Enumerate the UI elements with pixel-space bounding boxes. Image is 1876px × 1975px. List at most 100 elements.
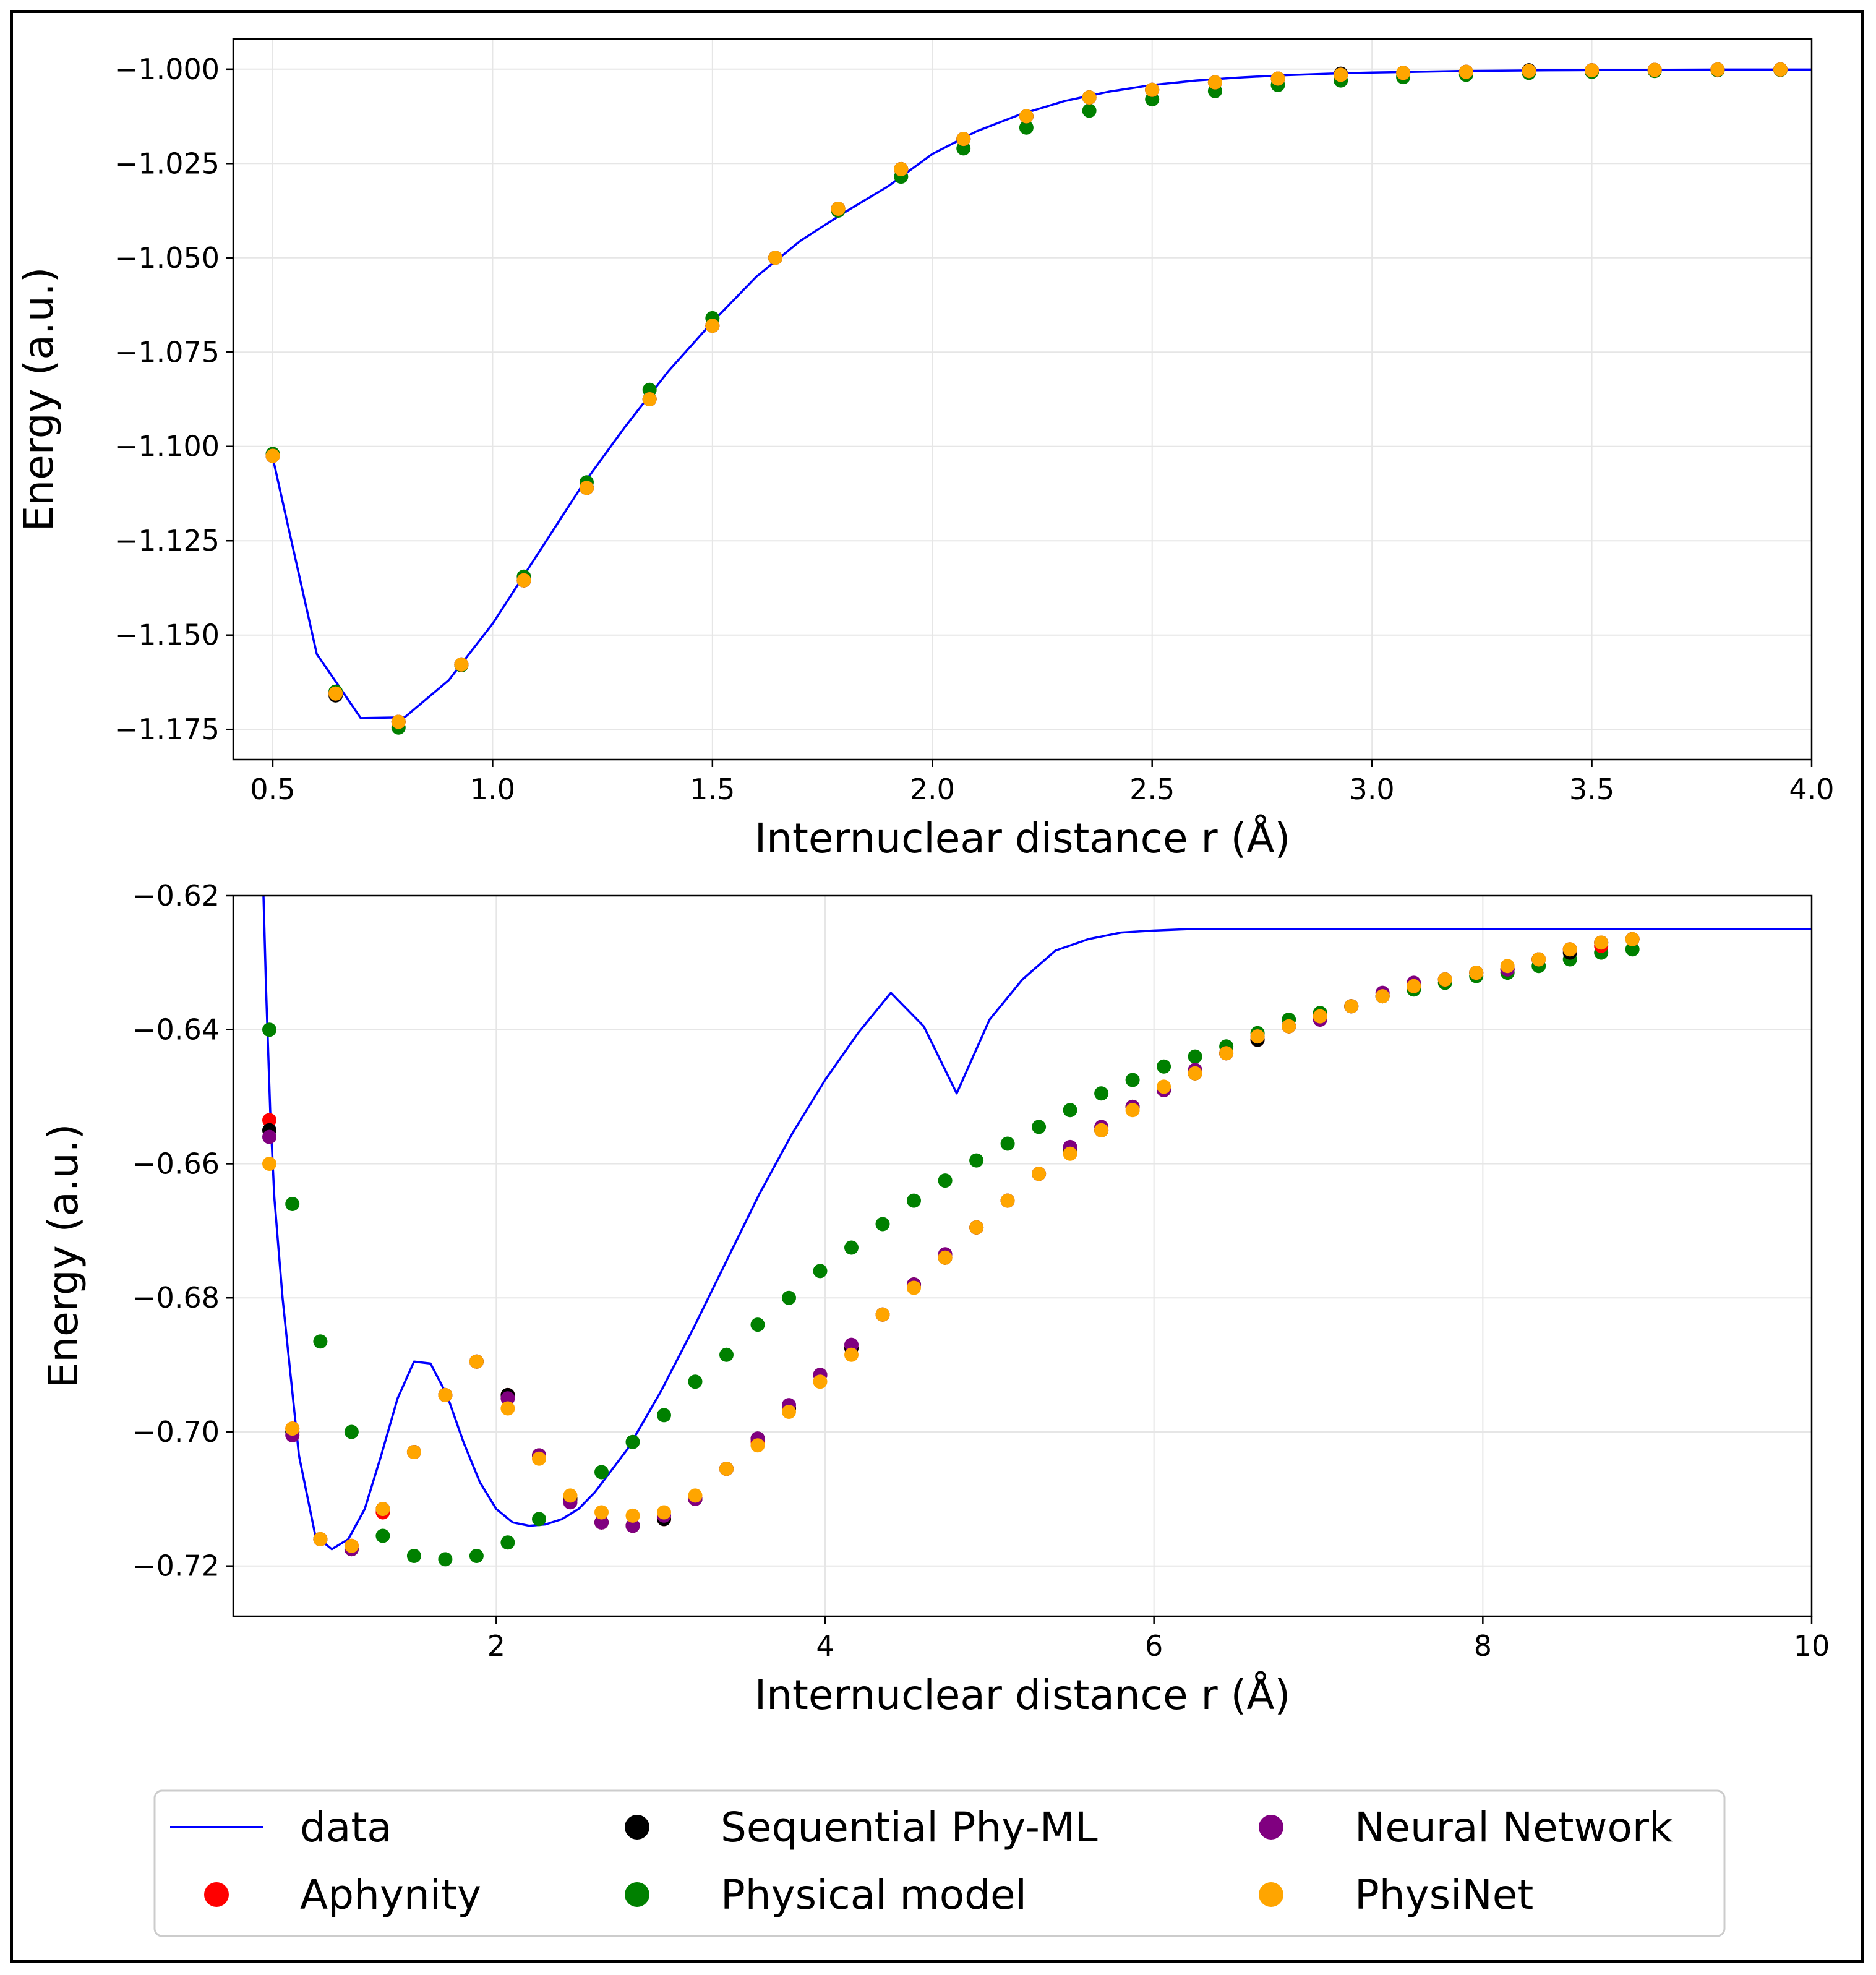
y-tick-label: −1.050	[114, 241, 220, 275]
point-physinet	[1082, 90, 1097, 105]
x-tick-label: 2.0	[910, 773, 955, 806]
point-physical-model	[532, 1512, 546, 1527]
plot-frame	[232, 38, 1813, 761]
point-physinet	[719, 1462, 734, 1476]
series-aphynity	[262, 932, 1640, 1553]
y-tick-label: −0.68	[132, 1281, 220, 1314]
point-physical-model	[469, 1549, 484, 1563]
series-aphynity	[265, 62, 1788, 729]
point-physinet	[1375, 989, 1390, 1004]
point-physinet	[782, 1405, 796, 1419]
point-physical-model	[938, 1173, 953, 1188]
point-physinet	[969, 1220, 984, 1235]
y-tick-label: −0.64	[132, 1013, 220, 1047]
point-physical-model	[625, 1434, 640, 1449]
plot-frame	[232, 894, 1813, 1617]
x-tick-label: 6	[1145, 1629, 1163, 1663]
y-tick-label: −0.72	[132, 1549, 220, 1583]
point-physinet	[1344, 999, 1359, 1014]
point-physinet	[1334, 67, 1348, 82]
y-tick-label: −0.70	[132, 1415, 220, 1449]
figure-frame	[10, 10, 1864, 1963]
point-physical-model	[1157, 1059, 1171, 1074]
point-physinet	[1188, 1066, 1202, 1081]
point-physinet	[1019, 109, 1034, 124]
series-line-data	[262, 896, 1812, 1551]
y-tick-label: −1.125	[114, 524, 220, 557]
point-physinet	[768, 251, 782, 265]
point-physinet	[1219, 1046, 1234, 1061]
y-tick-label: −1.075	[114, 335, 220, 369]
x-tick-label: 0.5	[250, 773, 295, 806]
point-physinet	[516, 573, 531, 588]
point-physinet	[956, 132, 971, 147]
series-neural-network	[265, 62, 1788, 729]
plot-area	[265, 62, 1812, 735]
plot-area	[262, 896, 1812, 1567]
point-physical-model	[907, 1193, 921, 1208]
point-physinet	[1396, 66, 1411, 80]
series-physinet	[265, 62, 1788, 729]
point-physinet	[1063, 1146, 1077, 1161]
point-physinet	[1710, 62, 1725, 77]
point-physinet	[563, 1488, 578, 1503]
y-tick-label: −1.175	[114, 713, 220, 746]
point-physical-model	[1032, 1120, 1047, 1134]
legend-marker	[625, 1882, 649, 1907]
y-tick-label: −0.62	[132, 879, 220, 912]
point-physinet	[1469, 966, 1484, 980]
y-axis-label: Energy (a.u.)	[40, 1124, 87, 1389]
series-neural-network	[262, 932, 1640, 1557]
x-axis-label: Internuclear distance r (Å)	[755, 815, 1291, 862]
legend-label: Sequential Phy-ML	[721, 1804, 1098, 1851]
legend-item-data: data	[170, 1804, 392, 1851]
point-physinet	[938, 1250, 953, 1265]
point-physinet	[1125, 1103, 1140, 1118]
point-physinet	[705, 319, 720, 333]
point-physinet	[1157, 1079, 1171, 1094]
point-physical-model	[406, 1549, 421, 1563]
point-physinet	[1270, 71, 1285, 86]
x-tick-label: 4	[816, 1629, 834, 1663]
point-physinet	[580, 481, 594, 495]
point-physinet	[1531, 952, 1546, 967]
point-physinet	[532, 1451, 546, 1466]
point-physical-model	[438, 1552, 453, 1567]
point-physinet	[344, 1538, 359, 1553]
x-tick-label: 3.0	[1350, 773, 1395, 806]
point-physinet	[1407, 979, 1421, 993]
point-physinet	[454, 657, 469, 672]
series-sequential-phy-ml	[262, 932, 1640, 1557]
point-physical-model	[375, 1528, 390, 1543]
legend-item-aphynity: Aphynity	[204, 1871, 481, 1919]
point-physinet	[625, 1508, 640, 1523]
legend-marker	[1259, 1815, 1283, 1840]
chart-top-h2-curve: 0.5 1.0 1.5 2.0 2.5 3.0 3.5 4.0 −1.000 −1.025 −1.0…	[15, 38, 1835, 862]
point-physinet	[1437, 972, 1452, 987]
point-physinet	[1032, 1167, 1047, 1181]
series-line-data	[272, 68, 1812, 719]
point-physinet	[406, 1445, 421, 1459]
point-physinet	[262, 1157, 276, 1171]
point-physical-model	[657, 1408, 671, 1423]
legend-label: Aphynity	[300, 1871, 481, 1919]
point-physinet	[907, 1280, 921, 1295]
point-physinet	[1625, 932, 1640, 946]
point-physinet	[469, 1354, 484, 1369]
x-axis-label: Internuclear distance r (Å)	[755, 1671, 1291, 1719]
point-physical-model	[313, 1334, 328, 1349]
point-physical-model	[1125, 1073, 1140, 1087]
point-physical-model	[782, 1290, 796, 1305]
point-physical-model	[344, 1424, 359, 1439]
y-axis-label: Energy (a.u.)	[15, 267, 62, 532]
x-tick-label: 3.5	[1569, 773, 1614, 806]
point-physinet	[688, 1488, 703, 1503]
point-physical-model	[875, 1217, 890, 1232]
legend: data Sequential Phy-ML Neural Network Aphyn…	[153, 1789, 1726, 1937]
legend-item-physinet: PhysiNet	[1259, 1871, 1533, 1919]
point-physinet	[500, 1401, 515, 1416]
y-tick-label: −1.100	[114, 430, 220, 463]
grid	[233, 39, 1812, 760]
point-physical-model	[262, 1022, 276, 1037]
legend-item-physical-model: Physical model	[625, 1871, 1027, 1919]
